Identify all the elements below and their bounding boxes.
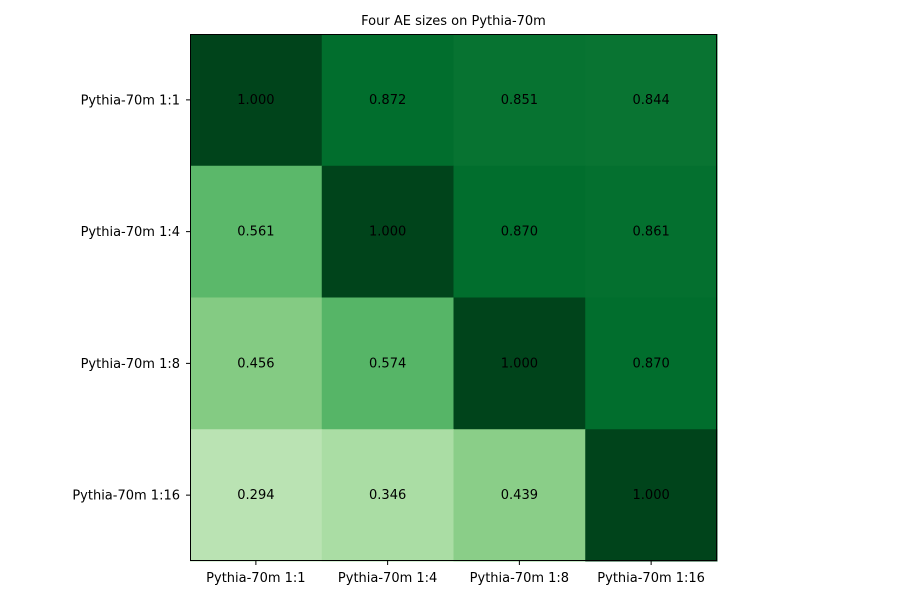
x-tick-label-3: Pythia-70m 1:16 xyxy=(597,571,705,586)
heatmap-cell-r1-c0 xyxy=(190,165,323,298)
y-tick-label-3: Pythia-70m 1:16 xyxy=(72,489,180,504)
cell-value-label-r3-c1: 0.346 xyxy=(369,488,406,503)
heatmap-cell-r0-c0 xyxy=(190,34,323,167)
y-tick-label-2: Pythia-70m 1:8 xyxy=(81,357,180,372)
heatmap-cell-r3-c2 xyxy=(453,429,586,562)
heatmap-cell-r1-c1 xyxy=(321,165,454,298)
cell-value-label-r2-c0: 0.456 xyxy=(237,356,274,371)
plot-frame xyxy=(190,34,717,561)
cell-value-label-r2-c1: 0.574 xyxy=(369,356,406,371)
y-tick-label-0: Pythia-70m 1:1 xyxy=(81,93,180,108)
y-axis: Pythia-70m 1:1 Pythia-70m 1:4 Pythia-70m 1… xyxy=(72,93,190,504)
cell-value-label-r0-c2: 0.851 xyxy=(501,93,538,108)
heatmap-cell-r1-c3 xyxy=(585,165,718,298)
cell-value-label-r1-c0: 0.561 xyxy=(237,225,274,240)
chart-title: Four AE sizes on Pythia-70m xyxy=(361,14,546,29)
cell-value-label-r3-c2: 0.439 xyxy=(501,488,538,503)
cell-value-label-r2-c3: 0.870 xyxy=(633,356,670,371)
heatmap-cell-r3-c0 xyxy=(190,429,323,562)
heatmap-cell-r1-c2 xyxy=(453,165,586,298)
y-tick-label-1: Pythia-70m 1:4 xyxy=(81,225,180,240)
heatmap-value-labels: 1.000 0.872 0.851 0.844 0.561 1.000 0.870 0.861… xyxy=(237,93,669,503)
cell-value-label-r0-c1: 0.872 xyxy=(369,93,406,108)
heatmap-cells xyxy=(190,34,718,562)
cell-value-label-r3-c0: 0.294 xyxy=(237,488,274,503)
cell-value-label-r0-c0: 1.000 xyxy=(237,93,274,108)
cell-value-label-r0-c3: 0.844 xyxy=(633,93,670,108)
x-axis: Pythia-70m 1:1 Pythia-70m 1:4 Pythia-70m 1… xyxy=(206,561,705,586)
heatmap-cell-r2-c1 xyxy=(321,297,454,430)
x-tick-label-2: Pythia-70m 1:8 xyxy=(470,571,569,586)
cell-value-label-r1-c1: 1.000 xyxy=(369,225,406,240)
x-tick-label-1: Pythia-70m 1:4 xyxy=(338,571,437,586)
cell-value-label-r3-c3: 1.000 xyxy=(633,488,670,503)
cell-value-label-r2-c2: 1.000 xyxy=(501,356,538,371)
cell-value-label-r1-c3: 0.861 xyxy=(633,225,670,240)
heatmap-cell-r0-c1 xyxy=(321,34,454,167)
x-tick-label-0: Pythia-70m 1:1 xyxy=(206,571,305,586)
heatmap-cell-r2-c3 xyxy=(585,297,718,430)
heatmap-cell-r3-c3 xyxy=(585,429,718,562)
heatmap-cell-r2-c2 xyxy=(453,297,586,430)
heatmap-cell-r0-c3 xyxy=(585,34,718,167)
heatmap-cell-r3-c1 xyxy=(321,429,454,562)
cell-value-label-r1-c2: 0.870 xyxy=(501,225,538,240)
heatmap-cell-r2-c0 xyxy=(190,297,323,430)
heatmap-cell-r0-c2 xyxy=(453,34,586,167)
